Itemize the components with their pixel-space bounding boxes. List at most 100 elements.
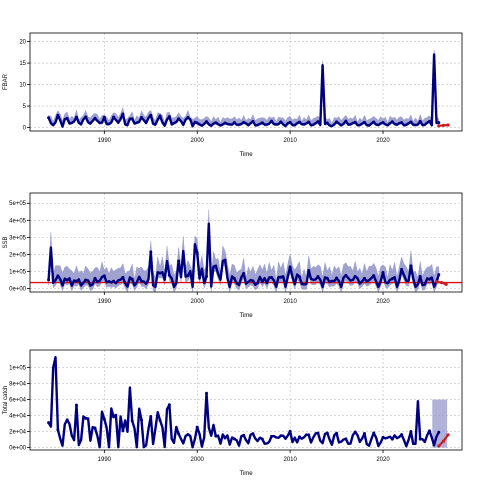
data-point bbox=[167, 273, 171, 277]
forecast-point bbox=[441, 123, 446, 128]
data-point bbox=[260, 437, 264, 441]
data-point bbox=[372, 274, 376, 278]
data-point bbox=[279, 120, 283, 124]
data-point bbox=[186, 432, 190, 436]
data-point bbox=[307, 433, 311, 437]
data-point bbox=[130, 419, 134, 423]
uncertainty-band bbox=[48, 49, 439, 128]
data-point bbox=[242, 271, 246, 275]
chart-panel-1: 0 5 10 15 20 1990 2000 2010 2020 Time FBAR bbox=[3, 32, 463, 158]
data-point bbox=[47, 421, 51, 425]
x-tick-label: 2020 bbox=[376, 457, 390, 463]
y-tick-label: 4e+04 bbox=[9, 414, 27, 420]
data-point bbox=[288, 429, 292, 433]
y-tick-label: 15 bbox=[19, 61, 26, 67]
data-point bbox=[362, 120, 366, 124]
data-point bbox=[177, 117, 181, 121]
data-point bbox=[288, 265, 292, 269]
data-point bbox=[316, 275, 320, 279]
data-point bbox=[214, 264, 218, 268]
data-point bbox=[102, 274, 106, 278]
data-point bbox=[205, 391, 209, 395]
data-point bbox=[381, 121, 385, 125]
data-point bbox=[112, 115, 116, 119]
forecast-point bbox=[446, 433, 450, 437]
data-point bbox=[362, 276, 366, 280]
data-point bbox=[335, 276, 339, 280]
x-tick-label: 2000 bbox=[191, 299, 205, 305]
data-point bbox=[353, 274, 357, 278]
data-point bbox=[335, 431, 339, 435]
data-point bbox=[362, 432, 366, 436]
forecast-point bbox=[435, 280, 439, 284]
data-point bbox=[307, 268, 311, 272]
forecast-point bbox=[437, 444, 441, 448]
data-point bbox=[437, 121, 441, 125]
data-point bbox=[372, 431, 376, 435]
y-tick-label: 1e+05 bbox=[9, 270, 27, 276]
data-point bbox=[186, 116, 190, 120]
data-point bbox=[84, 416, 88, 420]
data-point bbox=[84, 115, 88, 119]
series-line bbox=[47, 356, 440, 449]
data-point bbox=[65, 116, 69, 120]
forecast-point bbox=[439, 281, 444, 285]
data-point bbox=[47, 116, 51, 120]
data-point bbox=[307, 120, 311, 124]
data-point bbox=[149, 113, 153, 117]
data-point bbox=[149, 250, 153, 254]
data-point bbox=[353, 120, 357, 124]
data-point bbox=[297, 435, 301, 439]
y-tick-label: 4e+05 bbox=[9, 218, 27, 224]
data-point bbox=[214, 121, 218, 125]
data-point bbox=[427, 429, 431, 433]
data-point bbox=[56, 428, 60, 432]
x-tick-label: 2010 bbox=[283, 457, 297, 463]
data-point bbox=[223, 121, 227, 125]
data-point bbox=[390, 277, 394, 281]
data-point bbox=[390, 437, 394, 441]
plot-frame bbox=[29, 32, 463, 132]
data-point bbox=[139, 418, 143, 422]
data-point bbox=[325, 121, 329, 125]
data-point bbox=[177, 432, 181, 436]
data-point bbox=[93, 426, 97, 430]
y-axis-label: FBAR bbox=[3, 73, 9, 90]
chart-panel-3: 0e+00 2e+04 4e+04 6e+04 8e+04 1e+05 1990 2000 20… bbox=[3, 349, 463, 477]
data-point bbox=[344, 273, 348, 277]
data-point bbox=[223, 258, 227, 262]
data-point bbox=[65, 418, 69, 422]
data-point bbox=[437, 430, 441, 434]
data-point bbox=[167, 403, 171, 407]
x-tick-label: 2000 bbox=[191, 138, 205, 144]
data-point bbox=[409, 264, 413, 268]
data-point bbox=[93, 276, 97, 280]
data-point bbox=[427, 277, 431, 281]
x-tick-label: 1990 bbox=[98, 138, 112, 144]
x-axis-label: Time bbox=[239, 152, 253, 158]
data-point bbox=[139, 116, 143, 120]
data-point bbox=[214, 434, 218, 438]
data-point bbox=[270, 276, 274, 280]
data-point bbox=[205, 120, 209, 124]
data-point bbox=[418, 275, 422, 279]
data-point bbox=[232, 276, 236, 280]
x-axis-label: Time bbox=[239, 471, 253, 477]
data-point bbox=[56, 274, 60, 278]
data-point bbox=[437, 273, 441, 277]
data-point bbox=[56, 113, 60, 117]
forecast-point bbox=[444, 282, 448, 286]
y-axis-label: Total catch bbox=[3, 386, 9, 415]
data-point bbox=[74, 115, 78, 119]
data-point bbox=[251, 119, 255, 123]
data-point bbox=[418, 119, 422, 123]
data-point bbox=[390, 120, 394, 124]
chart-panel-2: 0e+00 1e+05 2e+05 3e+05 4e+05 5e+05 1990 2000 20… bbox=[3, 192, 463, 319]
y-tick-label: 8e+04 bbox=[9, 382, 27, 388]
x-tick-label: 2020 bbox=[376, 138, 390, 144]
forecast-point bbox=[446, 123, 450, 127]
data-point bbox=[242, 433, 246, 437]
x-tick-label: 2020 bbox=[376, 299, 390, 305]
plot-frame bbox=[29, 349, 463, 451]
